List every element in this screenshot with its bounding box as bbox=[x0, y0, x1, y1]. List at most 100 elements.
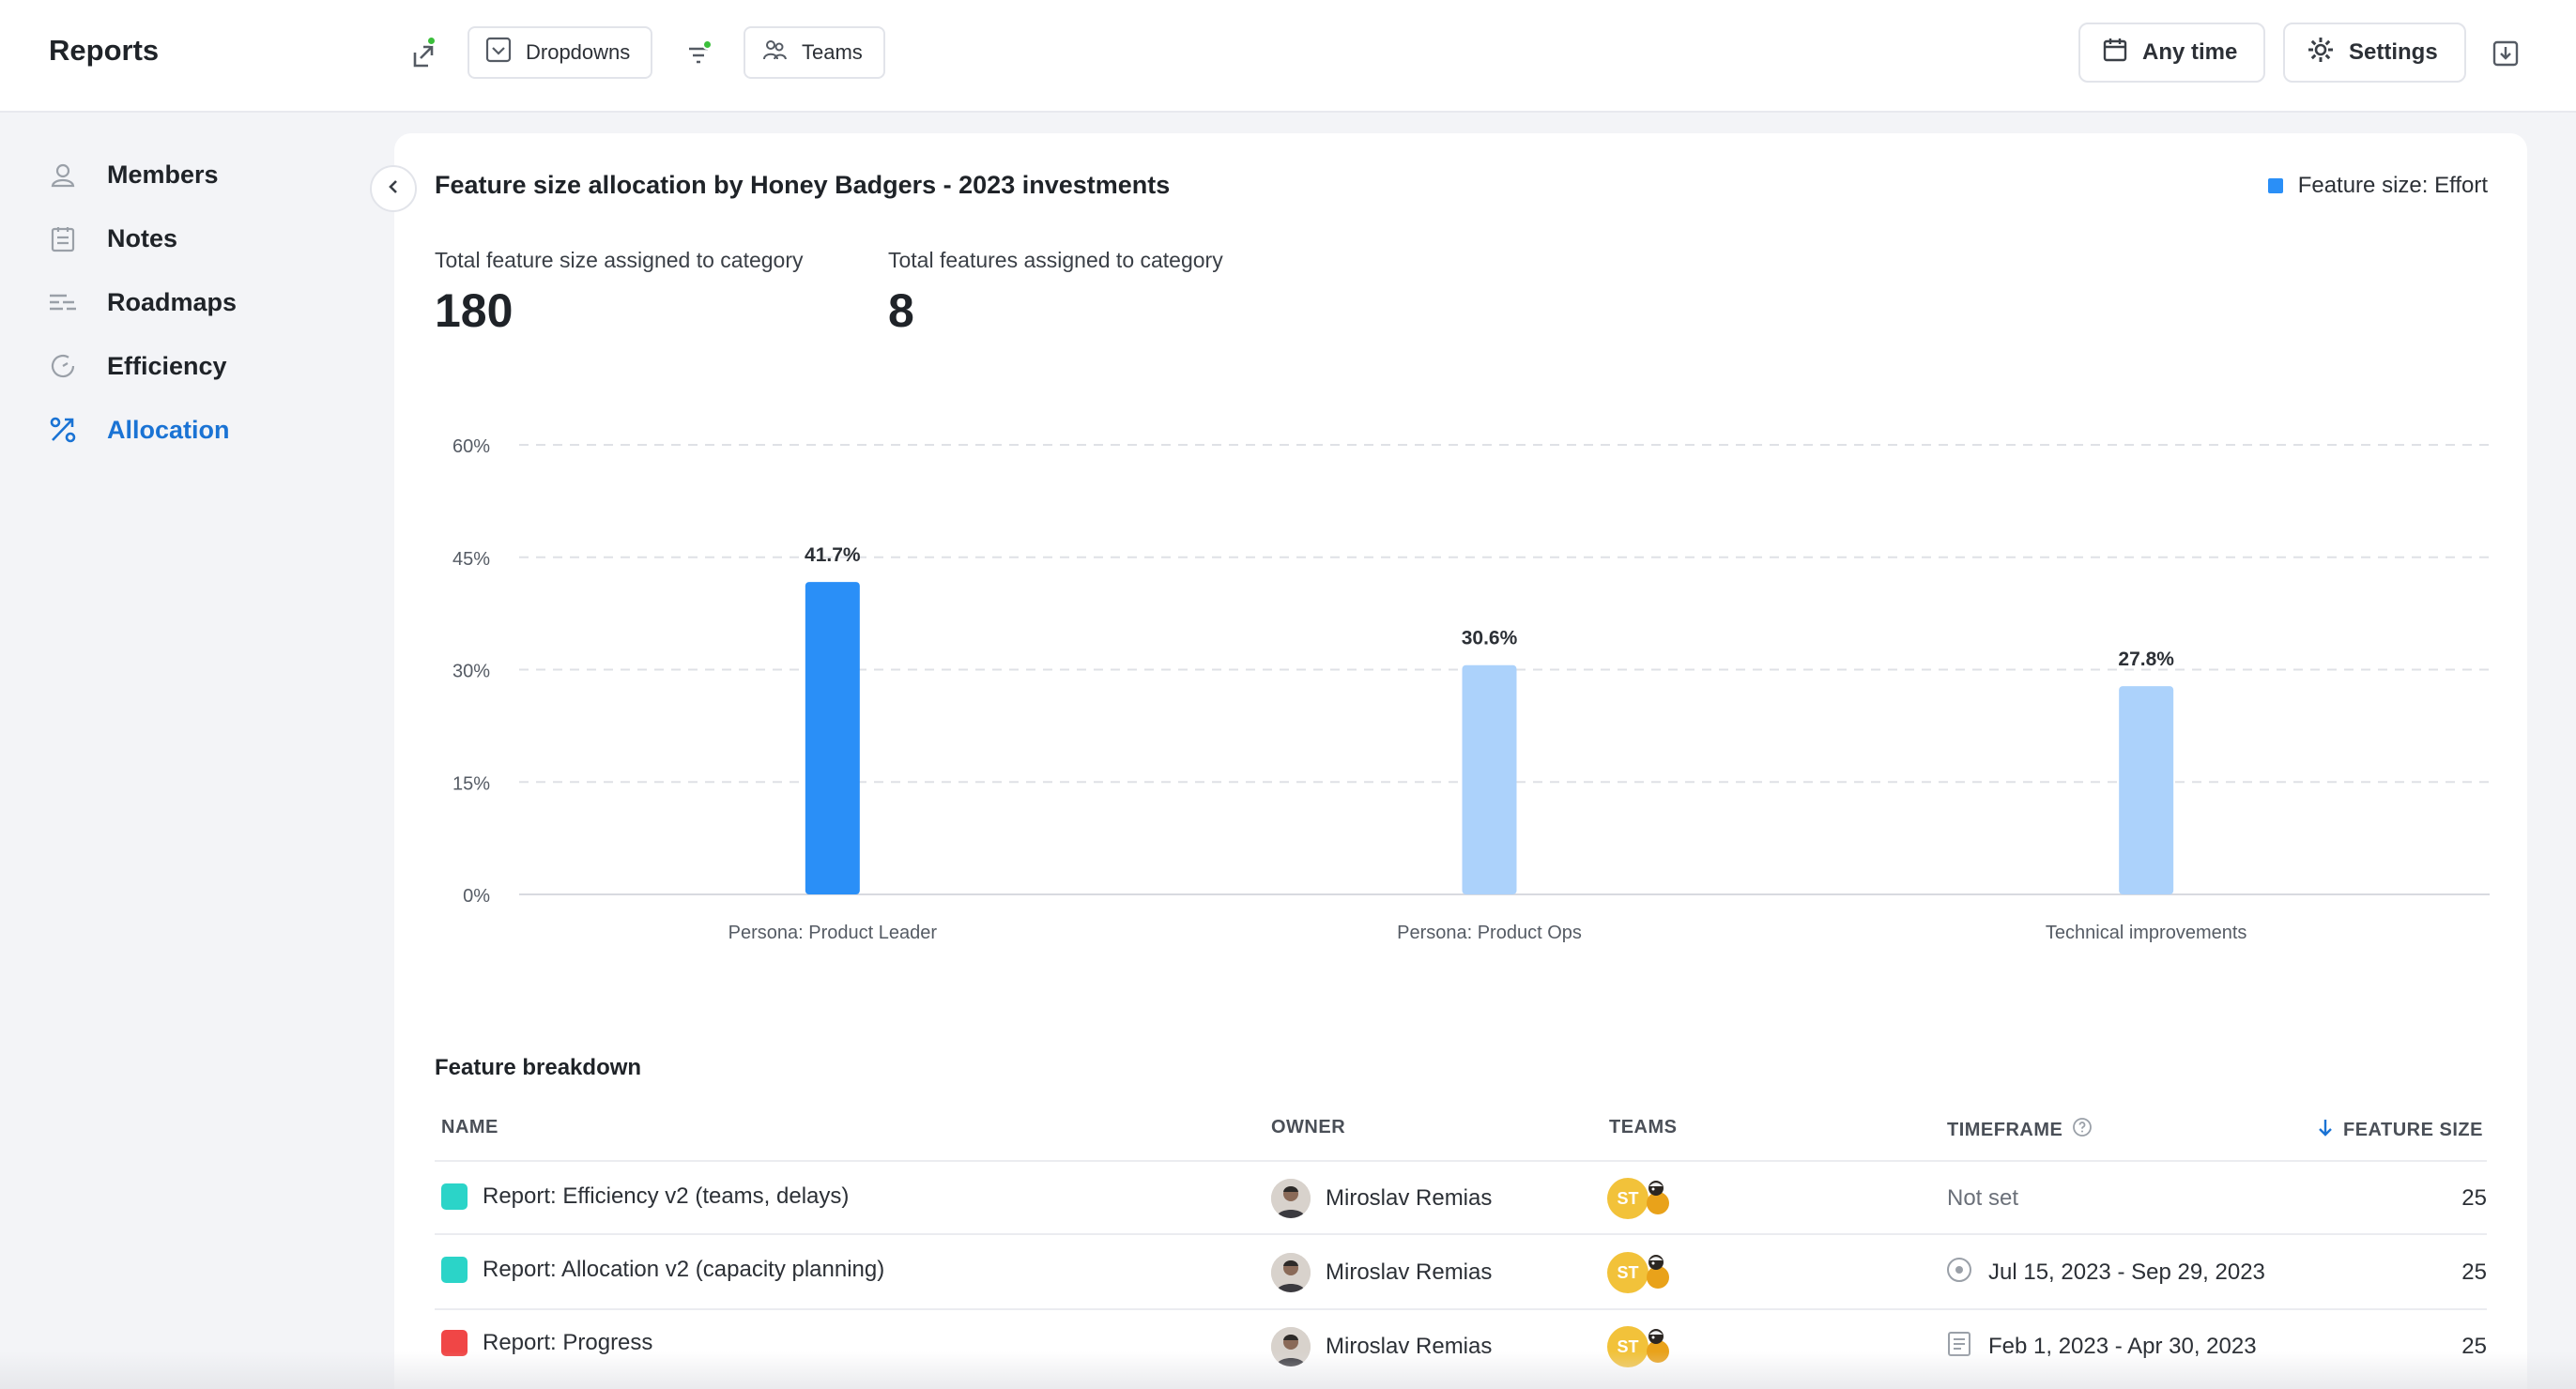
help-icon[interactable] bbox=[2072, 1117, 2093, 1143]
time-range-label: Any time bbox=[2142, 39, 2238, 65]
column-header-owner[interactable]: OWNER bbox=[1271, 1117, 1346, 1137]
teams-cell: ST bbox=[1607, 1251, 1675, 1294]
owner-cell: Miroslav Remias bbox=[1271, 1325, 1492, 1368]
report-title: Feature size allocation by Honey Badgers… bbox=[435, 171, 1171, 199]
column-header-feature-size[interactable]: FEATURE SIZE bbox=[2317, 1117, 2483, 1143]
owner-cell: Miroslav Remias bbox=[1271, 1251, 1492, 1294]
download-icon[interactable] bbox=[2486, 34, 2525, 73]
sidebar-item-members[interactable]: Members bbox=[47, 152, 219, 197]
allocation-bar-chart: 0% 15% 30% 45% 60% 41.7% Persona: Product Lead… bbox=[452, 436, 2490, 943]
avatar bbox=[1271, 1179, 1311, 1218]
column-header-timeframe[interactable]: TIMEFRAME bbox=[1947, 1117, 2093, 1143]
column-header-teams[interactable]: TEAMS bbox=[1609, 1117, 1678, 1137]
legend-label: Feature size: Effort bbox=[2297, 173, 2488, 198]
roadmap-icon bbox=[47, 286, 79, 318]
sidebar-item-label: Efficiency bbox=[107, 351, 227, 380]
team-badge: ST bbox=[1607, 1252, 1648, 1293]
sidebar-item-allocation[interactable]: Allocation bbox=[47, 407, 230, 452]
teams-cell: ST bbox=[1607, 1325, 1675, 1368]
data-label: 27.8% bbox=[2118, 649, 2174, 670]
feature-color-swatch bbox=[441, 1257, 468, 1283]
sidebar: Members Notes Roadmaps Efficiency Alloca… bbox=[0, 113, 389, 1389]
dropdowns-label: Dropdowns bbox=[526, 40, 631, 64]
feature-color-swatch bbox=[441, 1330, 468, 1356]
bar bbox=[2119, 686, 2174, 894]
y-tick-label: 45% bbox=[452, 549, 490, 570]
timeframe-cell: Feb 1, 2023 - Apr 30, 2023 bbox=[1945, 1325, 2257, 1368]
stat-value-total-size: 180 bbox=[435, 284, 514, 337]
y-tick-label: 60% bbox=[452, 436, 490, 457]
teams-icon bbox=[760, 36, 789, 69]
gear-icon bbox=[2306, 35, 2336, 71]
x-tick-label: Technical improvements bbox=[2046, 923, 2247, 943]
sidebar-item-efficiency[interactable]: Efficiency bbox=[47, 343, 227, 389]
sidebar-item-label: Allocation bbox=[107, 415, 230, 444]
owner-name: Miroslav Remias bbox=[1326, 1334, 1493, 1359]
row-divider bbox=[435, 1233, 2487, 1235]
timeframe-cell: Not set bbox=[1947, 1177, 2018, 1220]
owner-name: Miroslav Remias bbox=[1326, 1185, 1493, 1211]
y-tick-label: 15% bbox=[452, 773, 490, 794]
notes-icon bbox=[47, 222, 79, 254]
gauge-icon bbox=[47, 350, 79, 382]
user-icon bbox=[47, 159, 79, 191]
dropdowns-button[interactable]: Dropdowns bbox=[468, 26, 653, 79]
dropdown-icon bbox=[484, 36, 513, 69]
filter-icon[interactable] bbox=[680, 36, 719, 75]
timeframe-cell: Jul 15, 2023 - Sep 29, 2023 bbox=[1945, 1251, 2265, 1294]
owner-cell: Miroslav Remias bbox=[1271, 1177, 1492, 1220]
sidebar-item-label: Roadmaps bbox=[107, 287, 238, 316]
feature-size-cell: 25 bbox=[2461, 1325, 2487, 1368]
feature-name: Report: Progress bbox=[483, 1330, 653, 1355]
timeframe-value: Not set bbox=[1947, 1185, 2019, 1211]
honey-badger-icon bbox=[1641, 1249, 1675, 1297]
stat-value-total-features: 8 bbox=[888, 284, 914, 337]
feature-name: Report: Allocation v2 (capacity planning… bbox=[483, 1257, 885, 1282]
table-row-name[interactable]: Report: Allocation v2 (capacity planning… bbox=[441, 1248, 884, 1291]
timeframe-value: Jul 15, 2023 - Sep 29, 2023 bbox=[1988, 1259, 2265, 1285]
app-title: Reports bbox=[49, 34, 160, 67]
legend-swatch bbox=[2267, 178, 2283, 193]
feature-name: Report: Efficiency v2 (teams, delays) bbox=[483, 1183, 850, 1209]
sidebar-item-roadmaps[interactable]: Roadmaps bbox=[47, 280, 237, 325]
top-bar: Reports Dropdowns Teams Any time Setting… bbox=[0, 0, 2576, 113]
owner-name: Miroslav Remias bbox=[1326, 1259, 1493, 1285]
share-icon[interactable] bbox=[402, 36, 441, 75]
bar bbox=[1462, 664, 1517, 894]
x-tick-label: Persona: Product Leader bbox=[728, 923, 938, 943]
sidebar-item-notes[interactable]: Notes bbox=[47, 216, 177, 261]
chevron-left-icon bbox=[384, 177, 403, 201]
stat-label-total-features: Total features assigned to category bbox=[888, 248, 1223, 272]
y-tick-label: 0% bbox=[463, 886, 490, 907]
x-tick-label: Persona: Product Ops bbox=[1397, 923, 1582, 943]
sort-desc-icon bbox=[2317, 1117, 2334, 1143]
bar bbox=[805, 582, 860, 894]
data-label: 41.7% bbox=[805, 544, 861, 566]
calendar-icon bbox=[2101, 36, 2129, 70]
report-card: Feature size allocation by Honey Badgers… bbox=[394, 133, 2527, 1389]
feature-color-swatch bbox=[441, 1183, 468, 1210]
column-header-name[interactable]: NAME bbox=[441, 1117, 498, 1137]
row-divider bbox=[435, 1308, 2487, 1310]
document-icon bbox=[1945, 1330, 1973, 1365]
settings-button[interactable]: Settings bbox=[2283, 23, 2466, 83]
collapse-sidebar-button[interactable] bbox=[370, 165, 417, 212]
settings-label: Settings bbox=[2349, 39, 2438, 65]
time-range-button[interactable]: Any time bbox=[2078, 23, 2266, 83]
stat-label-total-size: Total feature size assigned to category bbox=[435, 248, 804, 272]
target-icon bbox=[1945, 1256, 1973, 1290]
timeframe-value: Feb 1, 2023 - Apr 30, 2023 bbox=[1988, 1334, 2257, 1359]
teams-button[interactable]: Teams bbox=[744, 26, 885, 79]
table-row-name[interactable]: Report: Efficiency v2 (teams, delays) bbox=[441, 1175, 849, 1218]
sidebar-item-label: Members bbox=[107, 160, 219, 189]
table-row-name[interactable]: Report: Progress bbox=[441, 1321, 652, 1365]
avatar bbox=[1271, 1327, 1311, 1366]
team-badge: ST bbox=[1607, 1178, 1648, 1219]
avatar bbox=[1271, 1253, 1311, 1292]
feature-size-cell: 25 bbox=[2461, 1177, 2487, 1220]
data-label: 30.6% bbox=[1462, 628, 1518, 649]
row-divider bbox=[435, 1160, 2487, 1162]
feature-size-cell: 25 bbox=[2461, 1251, 2487, 1294]
teams-cell: ST bbox=[1607, 1177, 1675, 1220]
chart-legend: Feature size: Effort bbox=[2267, 173, 2488, 199]
